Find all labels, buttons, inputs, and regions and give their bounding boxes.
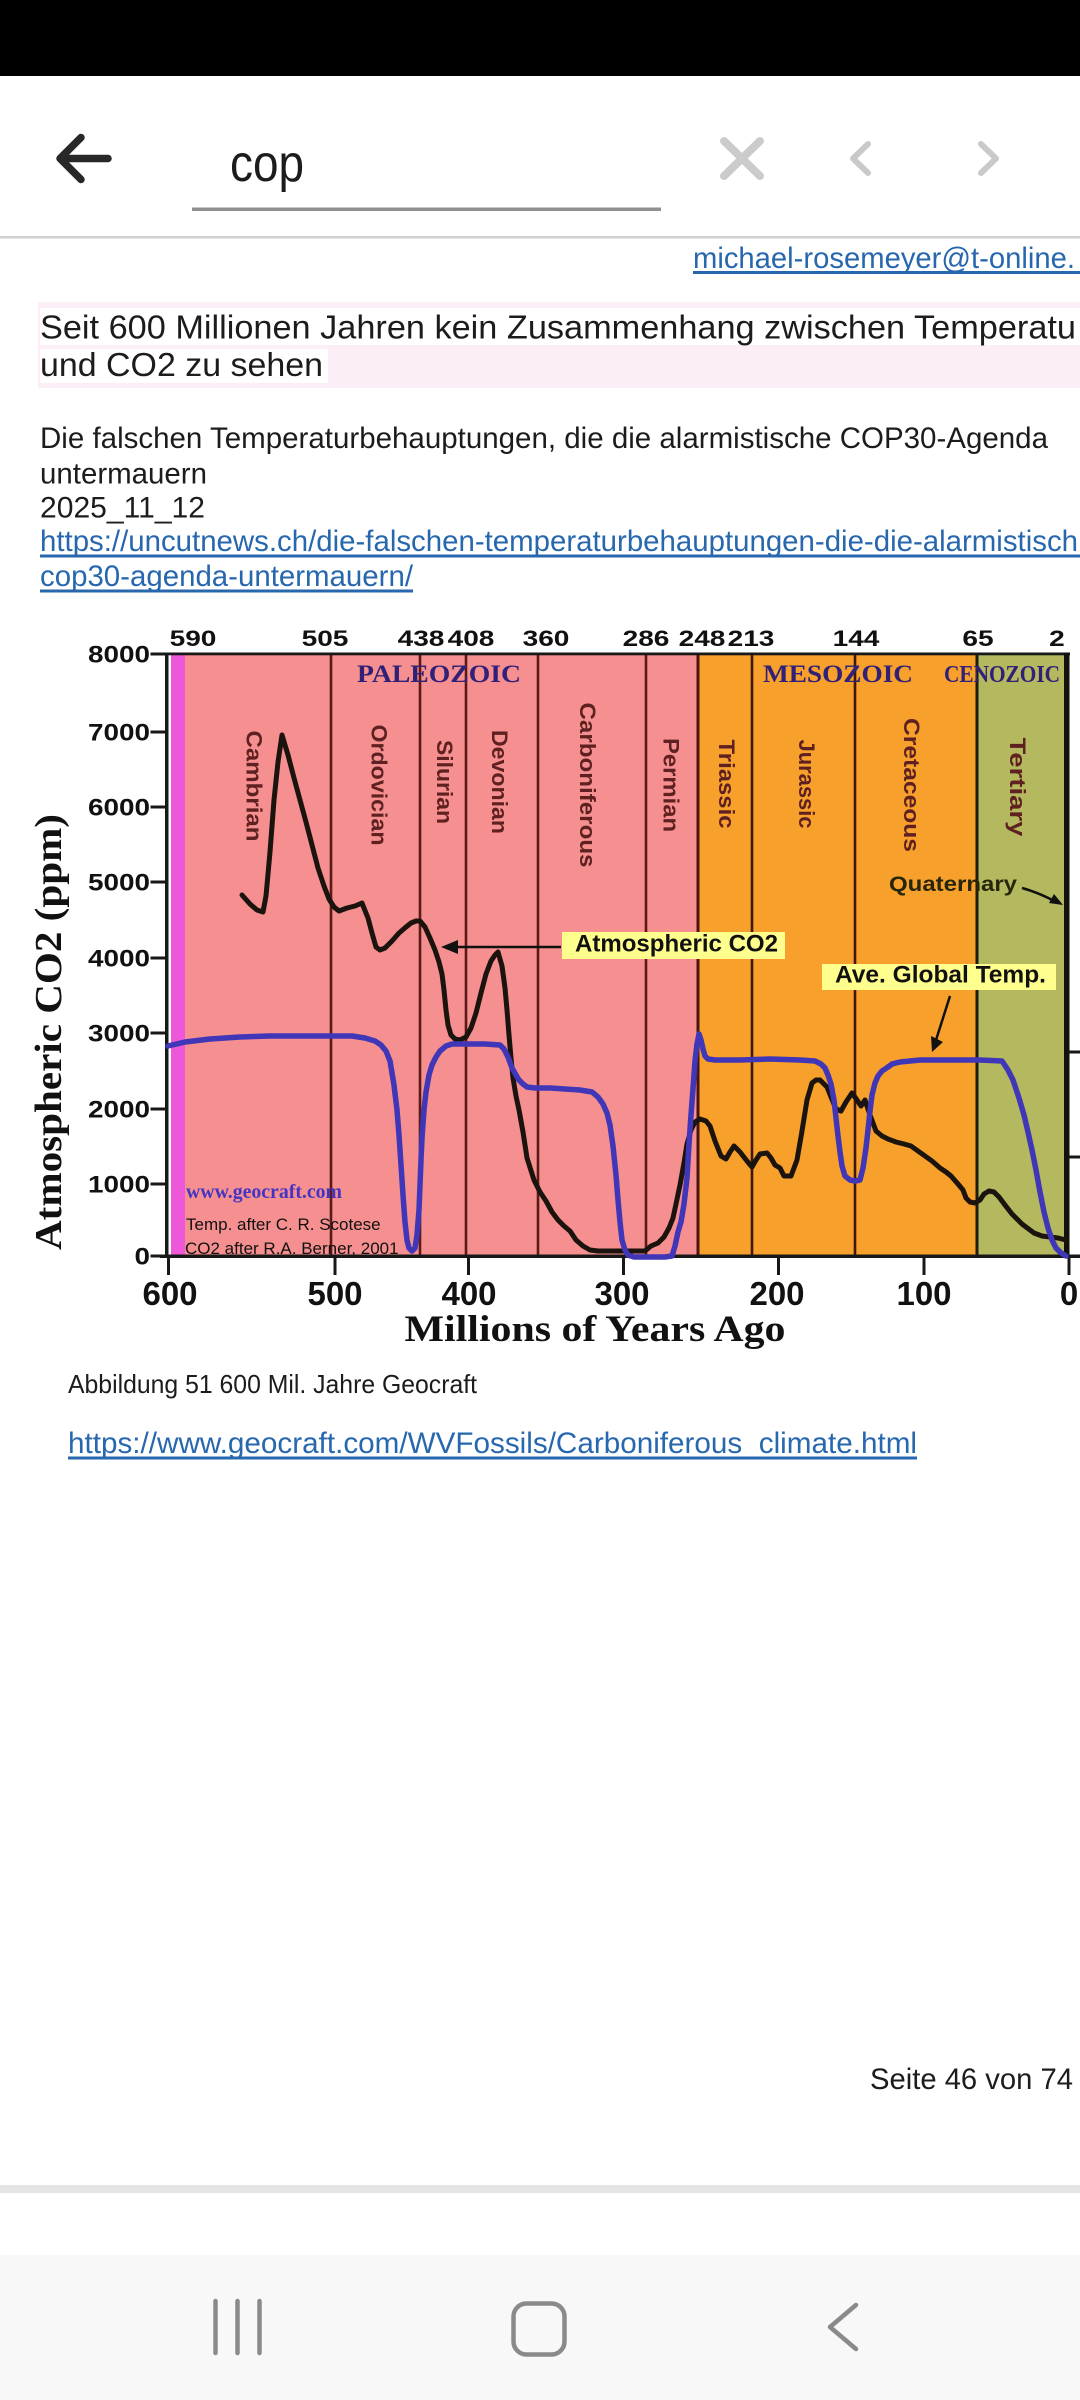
svg-text:Atmospheric CO2 (ppm): Atmospheric CO2 (ppm) xyxy=(28,814,70,1250)
svg-text:8000: 8000 xyxy=(88,642,150,669)
svg-text:Cretaceous: Cretaceous xyxy=(899,718,924,852)
svg-text:4000: 4000 xyxy=(88,946,150,973)
svg-text:untermauern: untermauern xyxy=(40,458,207,491)
svg-text:Seit 600 Millionen Jahren kein: Seit 600 Millionen Jahren kein Zusammenh… xyxy=(40,309,1076,346)
svg-text:100: 100 xyxy=(896,1275,951,1312)
svg-text:0: 0 xyxy=(135,1244,151,1271)
svg-text:Tertiary: Tertiary xyxy=(1005,738,1030,838)
svg-text:Carboniferous: Carboniferous xyxy=(575,703,600,868)
svg-text:Silurian: Silurian xyxy=(432,740,457,824)
svg-text:300: 300 xyxy=(594,1275,649,1312)
svg-text:Permian: Permian xyxy=(659,738,684,832)
svg-text:https://www.geocraft.com/WVFos: https://www.geocraft.com/WVFossils/Carbo… xyxy=(68,1427,917,1460)
svg-text:286: 286 xyxy=(623,626,670,651)
svg-text:cop30-agenda-untermauern/: cop30-agenda-untermauern/ xyxy=(40,560,414,593)
svg-text:Abbildung 51 600 Mil. Jahre Ge: Abbildung 51 600 Mil. Jahre Geocraft xyxy=(68,1369,478,1399)
svg-text:7000: 7000 xyxy=(88,720,150,747)
svg-text:Millions of Years Ago: Millions of Years Ago xyxy=(405,1309,786,1350)
svg-text:248: 248 xyxy=(679,626,726,651)
svg-text:Die falschen Temperaturbehaupt: Die falschen Temperaturbehauptungen, die… xyxy=(40,422,1048,455)
svg-text:144: 144 xyxy=(833,626,880,651)
svg-text:cop: cop xyxy=(230,135,304,193)
svg-text:2025_11_12: 2025_11_12 xyxy=(40,492,205,525)
svg-text:0: 0 xyxy=(1060,1275,1078,1312)
svg-text:400: 400 xyxy=(441,1275,496,1312)
svg-text:505: 505 xyxy=(302,626,349,651)
svg-text:Cambrian: Cambrian xyxy=(242,731,267,842)
svg-text:Atmospheric CO2: Atmospheric CO2 xyxy=(575,931,778,958)
svg-text:CO2 after R.A. Berner, 2001: CO2 after R.A. Berner, 2001 xyxy=(185,1239,399,1258)
svg-text:Temp. after C. R. Scotese: Temp. after C. R. Scotese xyxy=(186,1215,381,1234)
svg-text:und CO2 zu sehen: und CO2 zu sehen xyxy=(40,346,323,383)
svg-text:https://uncutnews.ch/die-falsc: https://uncutnews.ch/die-falschen-temper… xyxy=(40,525,1078,558)
svg-text:MESOZOIC: MESOZOIC xyxy=(763,661,913,688)
svg-text:www.geocraft.com: www.geocraft.com xyxy=(186,1181,342,1203)
svg-text:500: 500 xyxy=(307,1275,362,1312)
svg-text:5000: 5000 xyxy=(88,870,150,897)
svg-text:Ave. Global Temp.: Ave. Global Temp. xyxy=(835,962,1046,989)
svg-text:Quaternary: Quaternary xyxy=(889,872,1017,896)
svg-text:590: 590 xyxy=(170,626,217,651)
svg-text:2: 2 xyxy=(1049,626,1065,651)
svg-text:6000: 6000 xyxy=(88,795,150,822)
svg-text:65: 65 xyxy=(962,626,993,651)
svg-text:CENOZOIC: CENOZOIC xyxy=(944,662,1060,688)
svg-text:michael-rosemeyer@t-online.: michael-rosemeyer@t-online. xyxy=(693,242,1075,275)
svg-text:438: 438 xyxy=(398,626,445,651)
svg-text:Triassic: Triassic xyxy=(714,740,739,829)
svg-text:213: 213 xyxy=(728,626,775,651)
svg-text:Ordovician: Ordovician xyxy=(367,725,392,846)
svg-text:Jurassic: Jurassic xyxy=(794,740,819,829)
svg-text:600: 600 xyxy=(142,1275,197,1312)
svg-text:Seite 46 von 74: Seite 46 von 74 xyxy=(870,2063,1073,2096)
svg-text:360: 360 xyxy=(523,626,570,651)
svg-text:Devonian: Devonian xyxy=(487,730,512,834)
svg-text:408: 408 xyxy=(448,626,495,651)
svg-text:2000: 2000 xyxy=(88,1097,150,1124)
svg-text:200: 200 xyxy=(749,1275,804,1312)
svg-text:PALEOZOIC: PALEOZOIC xyxy=(357,661,521,688)
svg-text:3000: 3000 xyxy=(88,1021,150,1048)
svg-text:1000: 1000 xyxy=(88,1172,150,1199)
